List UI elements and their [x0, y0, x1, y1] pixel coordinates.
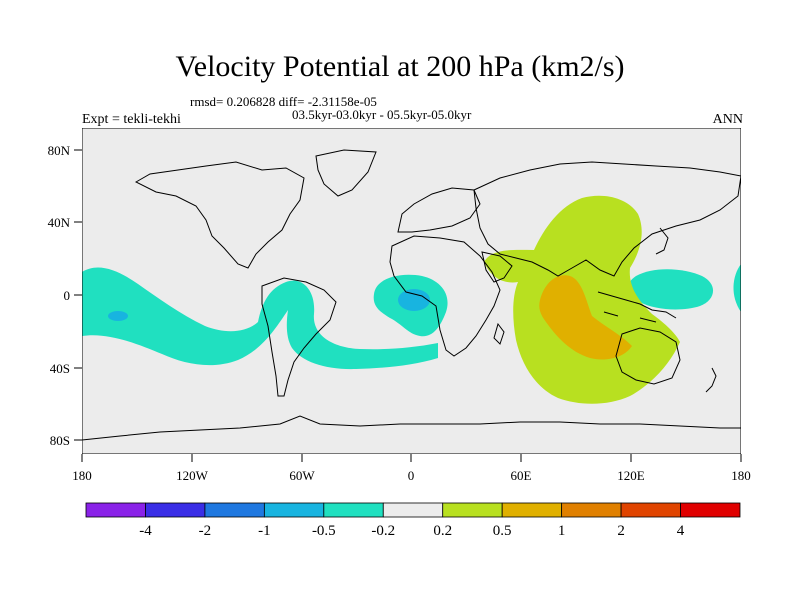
- negative-core-pacific: [108, 311, 128, 321]
- color-bar-swatch: [620, 502, 681, 518]
- y-tick-40n: 40N: [48, 215, 71, 230]
- x-tick-60w: 60W: [289, 468, 315, 483]
- negative-anomaly-pacific: [82, 267, 438, 370]
- coast-africa: [389, 235, 501, 357]
- color-bar-label: 2: [617, 523, 625, 539]
- x-tick-60e: 60E: [511, 468, 532, 483]
- color-bar-label: 0.2: [433, 523, 452, 539]
- coast-madagascar: [493, 322, 505, 345]
- color-bar-label: -0.2: [371, 523, 395, 539]
- x-tick-120w: 120W: [176, 468, 209, 483]
- color-bar-swatch: [561, 502, 622, 518]
- color-bar-swatch: [680, 502, 741, 518]
- x-tick-180e: 180: [731, 468, 751, 483]
- coast-europe: [397, 187, 481, 233]
- negative-core-atlantic: [398, 289, 430, 311]
- color-bar-swatch: [204, 502, 265, 518]
- color-bar-label: -4: [139, 523, 152, 539]
- coast-asia: [473, 161, 741, 277]
- coast-southeast-asia: [597, 291, 677, 323]
- coast-australia: [615, 327, 681, 385]
- coast-north-america: [134, 161, 305, 269]
- y-tick-40s: 40S: [50, 361, 70, 376]
- coast-japan: [655, 227, 669, 255]
- x-tick-0: 0: [408, 468, 415, 483]
- y-tick-80n: 80N: [48, 143, 71, 158]
- negative-anomaly-east-edge: [733, 264, 741, 312]
- color-bar-swatch: [382, 502, 444, 518]
- coast-greenland: [315, 149, 377, 197]
- color-bar-swatch: [263, 502, 325, 518]
- color-bar-swatch: [323, 502, 384, 518]
- map-title: Velocity Potential at 200 hPa (km2/s): [175, 50, 625, 83]
- color-bar-label: -2: [199, 523, 212, 539]
- map-panel: [82, 128, 741, 454]
- y-axis: [74, 149, 82, 441]
- negative-anomaly-west-pacific: [628, 269, 714, 310]
- color-bar-label: 4: [677, 523, 685, 539]
- x-tick-120e: 120E: [617, 468, 645, 483]
- season-label: ANN: [712, 112, 743, 127]
- y-tick-80s: 80S: [50, 433, 70, 448]
- color-bar-labels: -4 -2 -1 -0.5 -0.2 0.2 0.5 1 2 4: [139, 523, 685, 539]
- coast-antarctica: [82, 415, 741, 441]
- color-bar-swatch: [85, 502, 146, 518]
- coast-arabia: [481, 251, 513, 283]
- y-tick-0: 0: [64, 288, 71, 303]
- color-bar-swatch: [145, 502, 206, 518]
- positive-core-indian-ocean: [539, 275, 632, 360]
- period-label: 03.5kyr-03.0kyr - 05.5kyr-05.0kyr: [292, 107, 472, 122]
- coast-south-america: [261, 277, 337, 397]
- color-bar-swatch: [442, 502, 503, 518]
- color-bar-label: 1: [558, 523, 566, 539]
- rmsd-label: rmsd= 0.206828 diff= -2.31158e-05: [190, 94, 377, 109]
- coastlines: [82, 149, 741, 441]
- color-bar-label: -0.5: [312, 523, 336, 539]
- coast-new-zealand: [705, 367, 717, 393]
- color-bar: [85, 502, 741, 518]
- x-tick-180w: 180: [72, 468, 92, 483]
- experiment-label: Expt = tekli-tekhi: [82, 112, 181, 127]
- color-bar-swatch: [501, 502, 563, 518]
- x-axis: [81, 454, 742, 462]
- color-bar-label: -1: [258, 523, 271, 539]
- color-bar-label: 0.5: [493, 523, 512, 539]
